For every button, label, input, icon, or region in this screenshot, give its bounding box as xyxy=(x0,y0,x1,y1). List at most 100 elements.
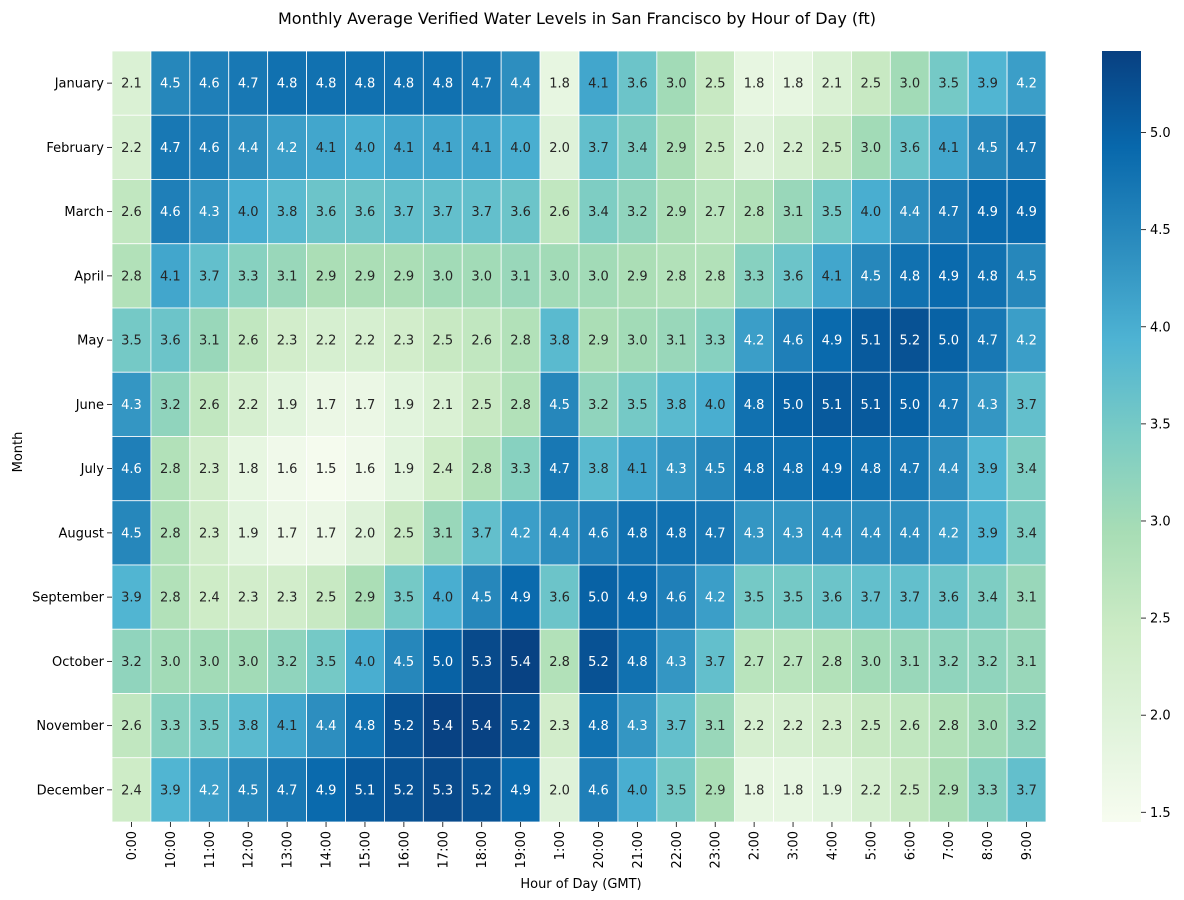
cell-value-label: 3.0 xyxy=(432,269,453,284)
cell-value-label: 3.6 xyxy=(160,334,181,349)
cell-value-label: 3.0 xyxy=(861,655,882,670)
cell-value-label: 4.1 xyxy=(938,141,959,156)
heatmap-cell xyxy=(111,628,152,694)
cell-value-label: 4.8 xyxy=(744,398,765,413)
heatmap-cell xyxy=(578,114,619,180)
cell-value-label: 2.1 xyxy=(121,77,142,92)
x-tick-label: 1:00 xyxy=(553,831,568,860)
heatmap-cell xyxy=(889,693,930,759)
heatmap-cell xyxy=(773,436,813,502)
heatmap-cell xyxy=(306,693,346,759)
cell-value-label: 2.0 xyxy=(549,783,570,798)
heatmap-cell xyxy=(228,243,269,309)
heatmap-cell xyxy=(928,436,969,502)
heatmap-cell xyxy=(695,757,736,823)
cell-value-label: 4.2 xyxy=(1016,334,1037,349)
cell-value-label: 4.1 xyxy=(160,269,181,284)
x-tick-label: 23:00 xyxy=(709,831,724,868)
cell-value-label: 4.5 xyxy=(1016,269,1037,284)
heatmap-cell xyxy=(967,307,1008,373)
heatmap-cell xyxy=(695,307,736,373)
cell-value-label: 1.8 xyxy=(744,77,765,92)
heatmap-cell xyxy=(384,500,424,566)
cell-value-label: 4.8 xyxy=(394,77,415,92)
heatmap-cell xyxy=(889,114,930,180)
x-axis-label: Hour of Day (GMT) xyxy=(520,877,641,892)
cell-value-label: 2.7 xyxy=(783,655,804,670)
heatmap-cell xyxy=(111,243,152,309)
cell-value-label: 3.0 xyxy=(899,77,920,92)
cell-value-label: 2.9 xyxy=(666,141,687,156)
cell-value-label: 4.7 xyxy=(899,462,920,477)
heatmap-cell xyxy=(889,564,930,630)
cell-value-label: 3.5 xyxy=(938,77,959,92)
cell-value-label: 4.1 xyxy=(316,141,337,156)
heatmap-cell xyxy=(189,114,230,180)
cell-value-label: 3.0 xyxy=(471,269,492,284)
cell-value-label: 2.9 xyxy=(355,591,376,606)
y-tick-label: September xyxy=(32,591,105,606)
cell-value-label: 3.4 xyxy=(1016,526,1037,541)
heatmap-cell xyxy=(773,693,813,759)
heatmap-cell xyxy=(851,757,891,823)
cell-value-label: 3.1 xyxy=(199,334,220,349)
cell-value-label: 5.4 xyxy=(471,719,492,734)
cell-value-label: 5.2 xyxy=(471,783,492,798)
cell-value-label: 4.9 xyxy=(822,462,843,477)
cell-value-label: 4.3 xyxy=(783,526,804,541)
cell-value-label: 3.2 xyxy=(938,655,959,670)
cell-value-label: 3.3 xyxy=(705,334,726,349)
cell-value-label: 3.2 xyxy=(277,655,298,670)
heatmap-cell xyxy=(500,628,541,694)
x-tick-label: 8:00 xyxy=(981,831,996,860)
cell-value-label: 3.7 xyxy=(199,269,220,284)
cell-value-label: 3.7 xyxy=(471,526,492,541)
colorbar-gradient xyxy=(1102,51,1141,822)
cell-value-label: 3.6 xyxy=(899,141,920,156)
cell-value-label: 3.7 xyxy=(1016,783,1037,798)
heatmap-cell xyxy=(773,179,813,245)
cell-value-label: 4.8 xyxy=(783,462,804,477)
heatmap-cell xyxy=(345,500,385,566)
cell-value-label: 5.0 xyxy=(938,334,959,349)
colorbar-tick-label: 1.5 xyxy=(1150,806,1171,821)
cell-value-label: 3.5 xyxy=(666,783,687,798)
heatmap-cell xyxy=(1006,757,1047,823)
cell-value-label: 2.8 xyxy=(938,719,959,734)
heatmap-cell xyxy=(812,500,852,566)
heatmap-cell xyxy=(228,436,269,502)
cell-value-label: 2.6 xyxy=(121,205,142,220)
cell-value-label: 4.7 xyxy=(238,77,259,92)
cell-value-label: 2.5 xyxy=(394,526,415,541)
heatmap-cell xyxy=(422,307,463,373)
heatmap-cell xyxy=(617,500,658,566)
cell-value-label: 1.7 xyxy=(277,526,298,541)
heatmap-cell xyxy=(617,564,658,630)
cell-value-label: 4.9 xyxy=(510,783,531,798)
heatmap-cell xyxy=(812,436,852,502)
heatmap-cell xyxy=(967,371,1008,437)
heatmap-cell xyxy=(422,500,463,566)
cell-value-label: 3.1 xyxy=(1016,591,1037,606)
cell-value-label: 2.8 xyxy=(121,269,142,284)
x-tick-label: 3:00 xyxy=(787,831,802,860)
heatmap-cell xyxy=(967,693,1008,759)
heatmap-cell xyxy=(928,371,969,437)
heatmap-cell xyxy=(578,179,619,245)
cell-value-label: 2.8 xyxy=(705,269,726,284)
cell-value-label: 3.9 xyxy=(977,462,998,477)
heatmap-cell xyxy=(500,757,541,823)
heatmap-cell xyxy=(734,757,774,823)
cell-value-label: 3.3 xyxy=(160,719,181,734)
heatmap-cell xyxy=(928,179,969,245)
cell-value-label: 3.0 xyxy=(199,655,220,670)
cell-value-label: 2.5 xyxy=(471,398,492,413)
cell-value-label: 2.2 xyxy=(238,398,259,413)
heatmap-cell xyxy=(150,436,191,502)
cell-value-label: 2.3 xyxy=(199,462,220,477)
cell-value-label: 2.4 xyxy=(432,462,453,477)
heatmap-cell xyxy=(928,114,969,180)
cell-value-label: 4.6 xyxy=(160,205,181,220)
cell-value-label: 2.5 xyxy=(899,783,920,798)
cell-value-label: 3.3 xyxy=(510,462,531,477)
